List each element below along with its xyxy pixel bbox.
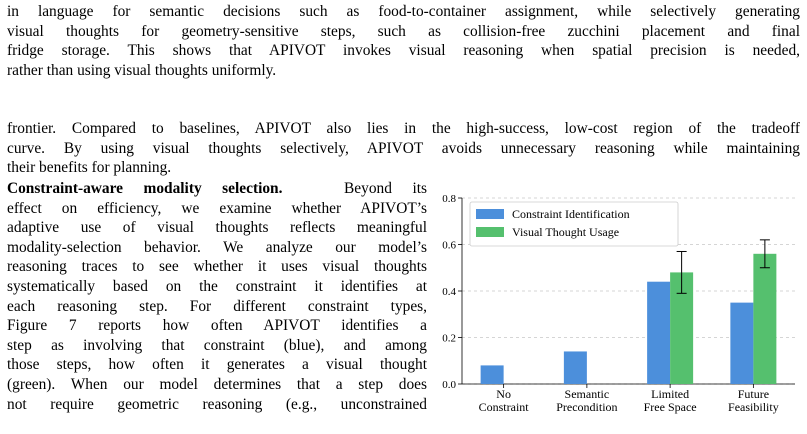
paragraph-modality-selection: Constraint-aware modality selection. Bey… bbox=[7, 179, 427, 414]
x-tick-label: Limited bbox=[651, 387, 689, 401]
text-line: fridge storage. This shows that APIVOT i… bbox=[7, 42, 800, 60]
text-line: each reasoning step. For different const… bbox=[7, 297, 427, 315]
y-tick-label: 0.2 bbox=[442, 333, 456, 345]
bar-constraint-identification bbox=[647, 281, 671, 384]
bar-constraint-identification bbox=[563, 351, 587, 384]
text-line: effect on efficiency, we examine whether… bbox=[7, 199, 427, 217]
x-tick-label: Constraint bbox=[479, 400, 530, 414]
y-tick-label: 0.8 bbox=[442, 193, 456, 205]
paragraph-results: in language for semantic decisions such … bbox=[7, 2, 800, 80]
text-line: adaptive use of visual thoughts reflects… bbox=[7, 219, 427, 237]
legend-swatch bbox=[476, 209, 504, 219]
text-line: not require geometric reasoning (e.g., u… bbox=[7, 395, 427, 413]
y-tick-label: 0.0 bbox=[442, 379, 456, 391]
text-line: visual thoughts for geometry-sensitive s… bbox=[7, 22, 800, 40]
legend-box bbox=[469, 201, 679, 247]
text-line: rather than using visual thoughts unifor… bbox=[7, 61, 277, 79]
figure-7-bar-chart: 0.00.20.40.60.8RateNoConstraintSemanticP… bbox=[442, 193, 795, 414]
legend-swatch bbox=[476, 227, 504, 237]
heading-line: Constraint-aware modality selection. Bey… bbox=[7, 179, 427, 199]
y-tick-label: 0.6 bbox=[442, 240, 456, 252]
bar-constraint-identification bbox=[730, 302, 754, 384]
bar-constraint-identification bbox=[480, 365, 504, 384]
text-line: their benefits for planning. bbox=[7, 159, 172, 177]
text-line: step as involving that constraint (blue)… bbox=[7, 336, 427, 354]
text-line: (green). When our model determines that … bbox=[7, 375, 427, 393]
text-line: systematically based on the constraint i… bbox=[7, 277, 427, 295]
heading-line-rest: Beyond its bbox=[344, 180, 427, 197]
bar-visual-thought-usage bbox=[753, 253, 777, 384]
x-tick-label: Semantic bbox=[565, 387, 610, 401]
text-line: reasoning traces to see whether it uses … bbox=[7, 258, 427, 276]
paragraph-frontier: frontier. Compared to baselines, APIVOT … bbox=[7, 119, 800, 178]
x-tick-label: Precondition bbox=[556, 400, 617, 414]
text-line: frontier. Compared to baselines, APIVOT … bbox=[7, 120, 800, 137]
legend-label: Visual Thought Usage bbox=[512, 225, 619, 239]
x-tick-label: Future bbox=[738, 387, 769, 401]
bar-visual-thought-usage bbox=[670, 272, 694, 384]
x-tick-label: Feasibility bbox=[728, 400, 779, 414]
text-line: modality-selection behavior. We analyze … bbox=[7, 238, 427, 256]
x-tick-label: No bbox=[496, 387, 511, 401]
text-line: in language for semantic decisions such … bbox=[7, 3, 800, 20]
y-tick-label: 0.4 bbox=[442, 286, 456, 298]
text-line: those steps, how often it generates a vi… bbox=[7, 356, 427, 374]
text-line: Figure 7 reports how often APIVOT identi… bbox=[7, 317, 427, 335]
legend-label: Constraint Identification bbox=[512, 207, 630, 221]
x-tick-label: Free Space bbox=[644, 400, 697, 414]
text-line: curve. By using visual thoughts selectiv… bbox=[7, 139, 800, 157]
section-heading: Constraint-aware modality selection. bbox=[7, 180, 283, 197]
